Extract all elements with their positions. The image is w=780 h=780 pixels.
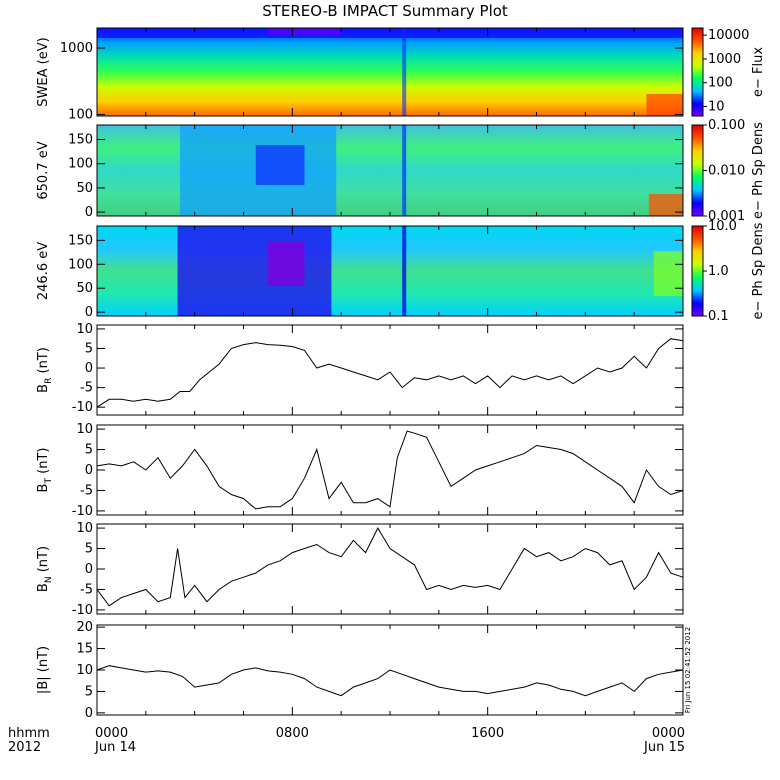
series-line-7 [96,665,684,697]
colorbar-tick-label-1-0: 10 [708,100,725,115]
swea-high-energy-band [97,28,683,38]
time-tick-label-1: 0800 [276,726,309,741]
y-axis-label-5: BT (nT) [36,448,54,493]
y-tick-label-5-1: -5 [80,483,93,498]
y-tick-label-3-2: 100 [68,257,93,272]
colorbar-tick-label-1-3: 10000 [708,28,749,43]
y-tick-label-5-4: 10 [76,422,93,437]
colorbar-label-2: e− Ph Sp Dens [751,122,766,219]
pad-246-dip [267,241,305,286]
panel-7: 0 5 10 15 20 |B| (nT) [36,620,684,721]
pad-650-enhancement [648,194,683,216]
y-axis-label-2: 650.7 eV [36,141,51,199]
colorbar-label-3: e− Ph Sp Dens [751,222,766,319]
time-axis-row1-label: hhmm [8,726,50,741]
swea-flux-dip [267,28,342,36]
y-tick-label-4-3: 5 [85,341,93,356]
y-tick-label-4-4: 10 [76,322,93,337]
y-tick-label-7-1: 5 [85,684,93,699]
colorbar-3 [691,225,704,317]
pad-650-stripe [402,125,407,216]
y-axis-label-7: |B| (nT) [36,646,51,694]
colorbar-tick-label-3-0: 0.1 [708,309,729,324]
y-tick-label-5-0: -10 [72,504,93,519]
time-tick-label-0: 0000 [95,726,128,741]
panel-frame-5 [96,424,684,516]
y-tick-label-2-2: 100 [68,157,93,172]
y-tick-label-5-2: 0 [85,463,93,478]
colorbar-tick-label-3-2: 10.0 [708,219,737,234]
y-tick-label-4-0: -10 [72,400,93,415]
series-line-4 [96,338,684,408]
y-tick-label-6-1: -5 [80,582,93,597]
colorbar-label-1: e− Flux [751,47,766,97]
y-tick-label-7-0: 0 [85,706,93,721]
y-axis-label-4: BR (nT) [36,347,54,393]
y-tick-label-5-3: 5 [85,443,93,458]
colorbar-tick-label-2-2: 0.100 [708,118,745,133]
panel-frame-6 [96,523,684,615]
colorbar-tick-label-2-0: 0.001 [708,209,745,224]
y-axis-label-1: SWEA (eV) [36,37,51,106]
y-axis-label-6: BN (nT) [36,546,54,592]
panel-3: 0.1 1.0 10.0 e− Ph Sp Dens 0 50 100 150 246.6 eV [36,219,766,324]
pad-246-stripe [402,226,407,316]
pad-650-dip [255,145,305,185]
panel-4: -10 -5 0 5 10 BR (nT) [36,322,684,416]
y-tick-label-2-0: 0 [85,205,93,220]
time-tick-date-0: Jun 14 [94,740,136,755]
y-tick-label-2-3: 150 [68,133,93,148]
panel-2: 0.001 0.010 0.100 e− Ph Sp Dens 0 50 100 150 650… [36,118,766,224]
y-tick-label-6-3: 5 [85,542,93,557]
panel-5: -10 -5 0 5 10 BT (nT) [36,422,684,519]
y-tick-label-7-2: 10 [76,663,93,678]
y-tick-label-6-2: 0 [85,562,93,577]
colorbar-tick-label-1-2: 1000 [708,52,741,67]
series-line-6 [96,527,684,607]
time-tick-label-3: 0000 [652,726,685,741]
y-tick-label-6-0: -10 [72,603,93,618]
y-tick-label-7-4: 20 [76,620,93,635]
time-tick-label-2: 1600 [471,726,504,741]
colorbar-tick-label-1-1: 100 [708,76,733,91]
y-tick-label-4-1: -5 [80,381,93,396]
swea-dropout-stripe [402,28,407,116]
y-tick-label-7-3: 15 [76,642,93,657]
pad-246-enhancement [653,251,683,296]
y-tick-label-1-1: 1000 [60,41,93,56]
y-tick-label-6-4: 10 [76,521,93,536]
time-axis-row2-label: 2012 [8,740,41,755]
y-axis-label-3: 246.6 eV [36,242,51,300]
pad-246-low-region [177,226,332,316]
swea-enhancement [646,94,683,116]
y-tick-label-3-1: 50 [76,281,93,296]
generation-stamp: Fri Jun 15 02:41:52 2012 [684,627,692,713]
y-tick-label-2-1: 50 [76,181,93,196]
y-tick-label-3-0: 0 [85,305,93,320]
time-tick-date-3: Jun 15 [643,740,685,755]
colorbar-2 [691,124,704,217]
y-tick-label-3-3: 150 [68,233,93,248]
colorbar-tick-label-2-1: 0.010 [708,164,745,179]
y-tick-label-1-0: 100 [68,108,93,123]
series-line-5 [96,430,684,510]
swea-spectrogram [97,28,683,116]
y-tick-label-4-2: 0 [85,361,93,376]
plot-title: STEREO-B IMPACT Summary Plot [262,2,508,20]
panel-6: -10 -5 0 5 10 BN (nT) [36,521,684,618]
colorbar-1 [691,27,704,117]
colorbar-tick-label-3-1: 1.0 [708,264,729,279]
